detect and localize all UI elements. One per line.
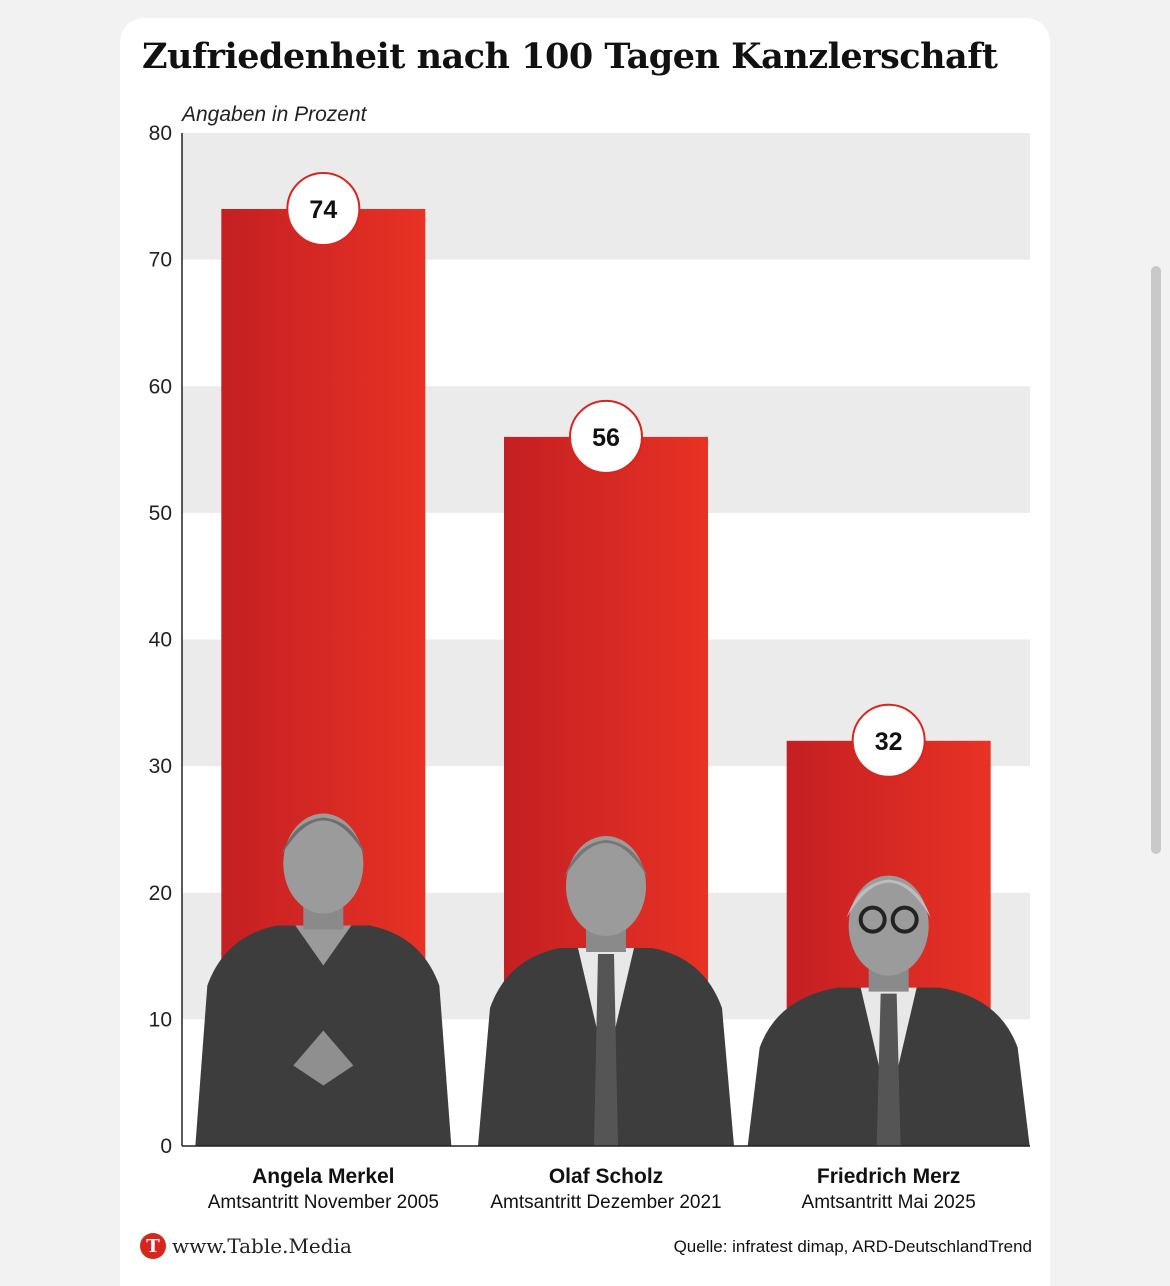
data-label: 74 — [309, 196, 337, 224]
portrait-tie — [876, 993, 901, 1146]
x-category-label: Friedrich Merz — [817, 1165, 961, 1188]
data-label-circle — [569, 399, 643, 474]
portrait-hair — [564, 840, 648, 878]
y-tick-label: 10 — [149, 1008, 172, 1031]
portrait-glasses-right — [890, 905, 919, 934]
logo-icon: T — [140, 1233, 166, 1259]
portrait-olaf-scholz — [478, 836, 734, 1146]
chart-title: Zufriedenheit nach 100 Tagen Kanzlerscha… — [142, 36, 998, 77]
y-tick-label: 30 — [149, 755, 172, 778]
portrait-hair — [281, 817, 366, 856]
x-category-sublabel: Amtsantritt November 2005 — [208, 1192, 439, 1213]
y-tick-label: 0 — [160, 1135, 172, 1158]
data-label: 32 — [875, 728, 903, 756]
y-tick-label: 50 — [149, 502, 172, 525]
scrollbar[interactable] — [1151, 266, 1161, 854]
data-label-circle — [286, 171, 361, 246]
y-tick-label: 40 — [149, 629, 172, 652]
portrait-collar — [295, 925, 352, 966]
source-note: Quelle: infratest dimap, ARD-Deutschland… — [673, 1237, 1032, 1256]
y-tick-label: 70 — [149, 249, 172, 272]
portrait-glasses-left — [858, 905, 887, 934]
portrait-friedrich-merz — [747, 875, 1030, 1146]
portrait-angela-merkel — [195, 813, 452, 1146]
chart-subtitle: Angaben in Prozent — [182, 103, 367, 126]
site-link[interactable]: www.Table.Media — [172, 1234, 352, 1258]
y-tick-label: 20 — [149, 882, 172, 905]
x-category-label: Angela Merkel — [252, 1165, 394, 1188]
portrait-hair — [846, 879, 931, 918]
x-category-label: Olaf Scholz — [549, 1165, 663, 1188]
portrait-head — [566, 836, 646, 936]
x-category-sublabel: Amtsantritt Mai 2025 — [802, 1192, 976, 1213]
y-tick-label: 80 — [149, 122, 172, 145]
portrait-head — [283, 813, 364, 914]
portrait-head — [848, 875, 929, 976]
portrait-tie — [594, 954, 618, 1146]
x-category-sublabel: Amtsantritt Dezember 2021 — [490, 1192, 721, 1213]
table-media-logo[interactable]: T www.Table.Media — [140, 1233, 352, 1259]
y-tick-label: 60 — [149, 375, 172, 398]
portrait-hands — [293, 1030, 354, 1086]
data-label-circle — [851, 703, 926, 778]
data-label: 56 — [592, 424, 620, 452]
